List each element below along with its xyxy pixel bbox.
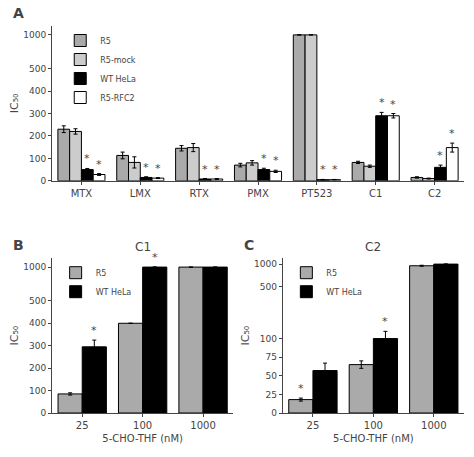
svg-text:PMX: PMX (247, 188, 269, 199)
svg-text:WT HeLa: WT HeLa (96, 288, 132, 297)
svg-text:100: 100 (133, 420, 152, 431)
svg-text:1000: 1000 (421, 420, 446, 431)
svg-text:500: 500 (29, 296, 46, 306)
svg-text:*: * (91, 324, 97, 337)
svg-text:*: * (379, 96, 385, 109)
svg-text:*: * (152, 251, 158, 264)
svg-text:200: 200 (29, 363, 46, 373)
svg-text:R5-mock: R5-mock (100, 56, 136, 65)
svg-text:1000: 1000 (23, 30, 46, 40)
svg-text:B: B (13, 237, 24, 253)
svg-text:*: * (390, 98, 396, 111)
svg-text:100: 100 (29, 386, 46, 396)
svg-text:A: A (13, 5, 24, 21)
svg-text:0: 0 (271, 408, 277, 418)
svg-text:*: * (332, 163, 338, 176)
svg-text:R5-RFC2: R5-RFC2 (100, 94, 134, 103)
svg-text:100: 100 (29, 154, 46, 164)
svg-text:*: * (261, 152, 267, 165)
svg-text:*: * (202, 163, 208, 176)
svg-text:*: * (437, 149, 443, 162)
svg-text:IC₅₀: IC₅₀ (8, 325, 21, 345)
svg-text:50: 50 (265, 371, 277, 381)
svg-text:IC₅₀: IC₅₀ (239, 325, 252, 345)
svg-text:R5: R5 (100, 37, 111, 46)
svg-text:5-CHO-THF (nM): 5-CHO-THF (nM) (333, 433, 414, 444)
svg-text:*: * (96, 158, 102, 171)
svg-text:R5: R5 (96, 269, 107, 278)
svg-text:*: * (84, 152, 90, 165)
svg-text:R5: R5 (326, 269, 337, 278)
svg-text:500: 500 (29, 64, 46, 74)
svg-text:LMX: LMX (130, 188, 151, 199)
svg-text:*: * (382, 315, 388, 328)
svg-text:25: 25 (307, 420, 320, 431)
svg-text:75: 75 (265, 352, 276, 362)
svg-text:5-CHO-THF (nM): 5-CHO-THF (nM) (102, 433, 183, 444)
svg-text:*: * (320, 163, 326, 176)
svg-text:*: * (273, 154, 279, 167)
svg-text:PT523: PT523 (301, 188, 332, 199)
svg-text:400: 400 (29, 86, 46, 96)
svg-text:*: * (155, 162, 161, 175)
svg-text:MTX: MTX (71, 188, 93, 199)
svg-text:C: C (244, 237, 254, 253)
svg-text:25: 25 (76, 420, 89, 431)
svg-text:C1: C1 (135, 240, 151, 254)
svg-text:100: 100 (364, 420, 383, 431)
svg-text:WT HeLa: WT HeLa (326, 288, 362, 297)
svg-text:IC₅₀: IC₅₀ (8, 93, 21, 113)
svg-text:0: 0 (40, 408, 46, 418)
svg-text:0: 0 (40, 176, 46, 186)
svg-text:400: 400 (29, 318, 46, 328)
svg-text:300: 300 (29, 341, 46, 351)
svg-text:1000: 1000 (23, 262, 46, 272)
svg-text:*: * (214, 163, 220, 176)
svg-text:*: * (449, 127, 455, 140)
svg-text:*: * (143, 161, 149, 174)
svg-text:1000: 1000 (254, 259, 277, 269)
svg-text:500: 500 (260, 282, 277, 292)
svg-text:100: 100 (260, 334, 277, 344)
svg-text:1000: 1000 (190, 420, 215, 431)
svg-text:*: * (298, 382, 304, 395)
svg-text:300: 300 (29, 109, 46, 119)
svg-text:25: 25 (265, 390, 276, 400)
svg-text:WT HeLa: WT HeLa (100, 75, 136, 84)
svg-text:C1: C1 (369, 188, 382, 199)
svg-text:C2: C2 (428, 188, 441, 199)
svg-text:C2: C2 (365, 240, 381, 254)
svg-text:RTX: RTX (190, 188, 209, 199)
svg-text:200: 200 (29, 131, 46, 141)
